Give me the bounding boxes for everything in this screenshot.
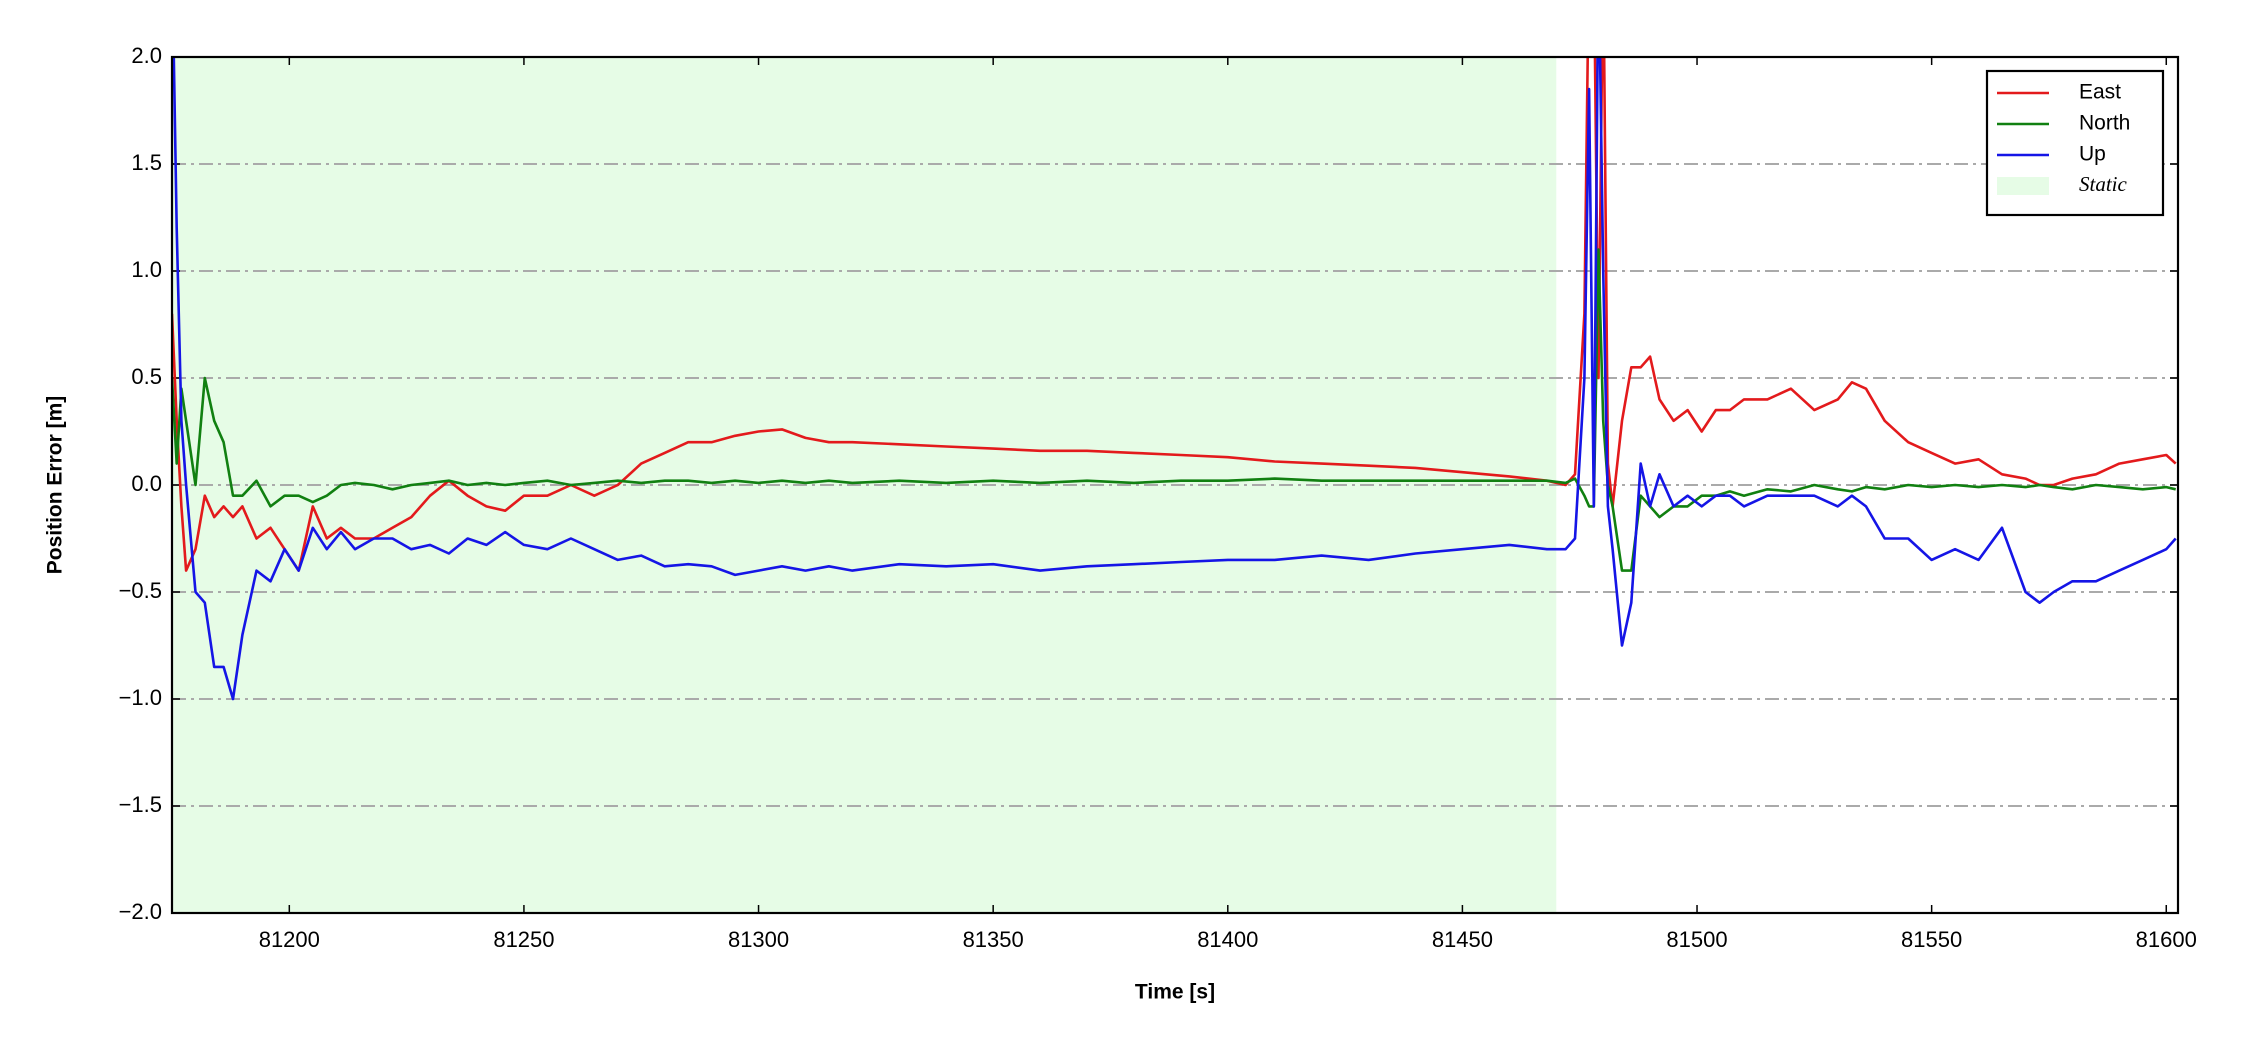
y-tick-label: 1.0	[131, 257, 162, 282]
x-tick-label: 81550	[1901, 927, 1962, 952]
legend-swatch	[1997, 177, 2049, 195]
y-tick-label: 2.0	[131, 43, 162, 68]
legend-label: Up	[2079, 143, 2106, 166]
x-tick-label: 81350	[963, 927, 1024, 952]
series-line	[172, 57, 2177, 572]
y-tick-label: 1.5	[131, 150, 162, 175]
y-tick-label: −2.0	[119, 899, 162, 924]
x-tick-label: 81400	[1197, 927, 1258, 952]
x-tick-label: 81600	[2136, 927, 2197, 952]
static-region	[172, 57, 1557, 913]
y-tick-label: −1.5	[119, 792, 162, 817]
x-axis-title: Time [s]	[1135, 981, 1215, 1004]
legend-label: Static	[2079, 172, 2128, 196]
legend-label: East	[2079, 81, 2121, 104]
y-tick-label: 0.0	[131, 471, 162, 496]
series-line	[172, 57, 2177, 701]
plot-frame	[170, 55, 2180, 915]
x-tick-label: 81500	[1666, 927, 1727, 952]
legend-label: North	[2079, 112, 2130, 135]
y-tick-label: 0.5	[131, 364, 162, 389]
plot-area	[172, 57, 2177, 701]
x-tick-label: 81200	[259, 927, 320, 952]
y-tick-label: −1.0	[119, 685, 162, 710]
x-tick-label: 81300	[728, 927, 789, 952]
y-axis-title: Position Error [m]	[44, 396, 67, 575]
x-tick-label: 81250	[493, 927, 554, 952]
x-tick-label: 81450	[1432, 927, 1493, 952]
series-line	[172, 248, 2176, 572]
y-tick-label: −0.5	[119, 578, 162, 603]
